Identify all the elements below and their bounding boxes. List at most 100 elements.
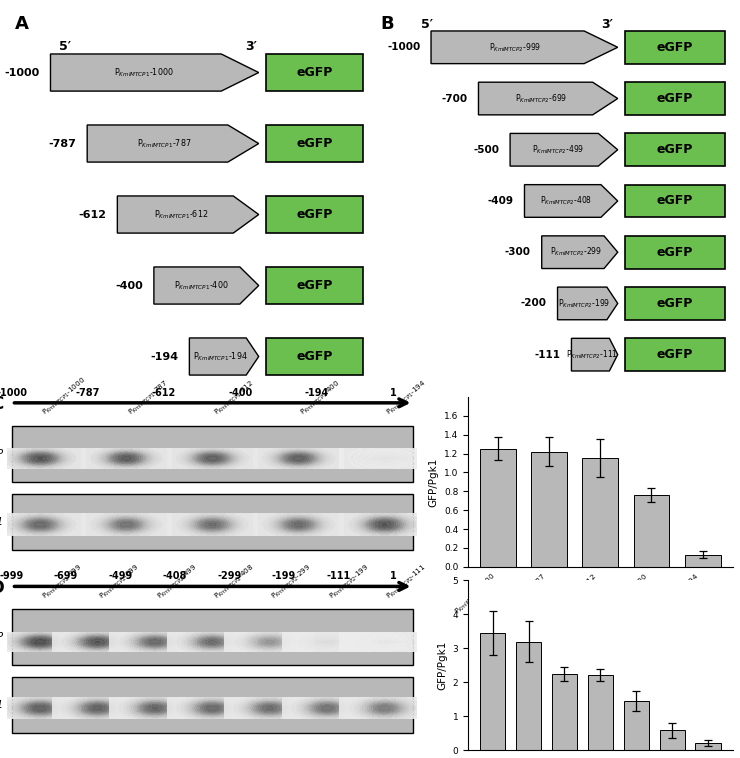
Text: 5′: 5′ (59, 40, 71, 53)
Text: α- Pgk1: α- Pgk1 (0, 700, 3, 710)
Y-axis label: GFP/Pgk1: GFP/Pgk1 (428, 457, 438, 506)
Bar (531, 452, 567, 567)
Text: C: C (0, 395, 3, 413)
Text: eGFP: eGFP (296, 66, 332, 79)
Text: -194: -194 (150, 352, 178, 362)
Text: -500: -500 (474, 145, 500, 155)
Text: eGFP: eGFP (657, 246, 693, 258)
Text: P$_{KmIMTCP1}$-194: P$_{KmIMTCP1}$-194 (385, 378, 429, 418)
Bar (552, 674, 577, 750)
Text: -111: -111 (326, 572, 351, 581)
Text: P$_{KmIMTCP2}$-111: P$_{KmIMTCP2}$-111 (566, 349, 618, 361)
Text: eGFP: eGFP (657, 143, 693, 156)
Polygon shape (525, 185, 618, 218)
Text: -200: -200 (521, 299, 547, 309)
Text: P$_{KmIMTCP1}$-787: P$_{KmIMTCP1}$-787 (137, 137, 192, 150)
FancyBboxPatch shape (625, 236, 725, 268)
Bar (633, 495, 670, 567)
FancyBboxPatch shape (625, 133, 725, 166)
Text: P$_{KmIMTCP2}$-408: P$_{KmIMTCP2}$-408 (212, 562, 257, 602)
Text: 3′: 3′ (601, 17, 613, 31)
Text: B: B (381, 15, 394, 33)
Text: -400: -400 (228, 388, 252, 398)
Y-axis label: GFP/Pgk1: GFP/Pgk1 (437, 641, 447, 690)
Text: α- Pgk1: α- Pgk1 (0, 517, 3, 527)
Text: P$_{KmIMTCP2}$-199: P$_{KmIMTCP2}$-199 (327, 562, 372, 602)
Polygon shape (189, 338, 259, 375)
Text: eGFP: eGFP (657, 297, 693, 310)
Text: eGFP: eGFP (657, 348, 693, 361)
Text: P$_{KmIMTCP2}$-499: P$_{KmIMTCP2}$-499 (532, 143, 585, 156)
Text: P$_{KmIMTCP2}$-408: P$_{KmIMTCP2}$-408 (540, 195, 593, 207)
Text: eGFP: eGFP (296, 279, 332, 292)
Text: P$_{KmIMTCP1}$-1000: P$_{KmIMTCP1}$-1000 (114, 66, 174, 79)
Text: P$_{KmIMTCP1}$-1000: P$_{KmIMTCP1}$-1000 (40, 375, 88, 418)
Polygon shape (557, 287, 618, 320)
Polygon shape (154, 267, 259, 304)
Polygon shape (479, 82, 618, 115)
Bar (516, 641, 541, 750)
Text: P$_{KmIMTCP2}$-299: P$_{KmIMTCP2}$-299 (550, 246, 602, 258)
Polygon shape (118, 196, 259, 233)
FancyBboxPatch shape (12, 678, 414, 734)
Text: P$_{KmIMTCP1}$-612: P$_{KmIMTCP1}$-612 (212, 378, 257, 418)
Bar (480, 449, 516, 567)
Polygon shape (510, 133, 618, 166)
Text: P$_{KmIMTCP2}$-199: P$_{KmIMTCP2}$-199 (559, 297, 610, 310)
FancyBboxPatch shape (625, 31, 725, 64)
FancyBboxPatch shape (625, 82, 725, 115)
Text: eGFP: eGFP (657, 41, 693, 54)
Bar (684, 555, 721, 567)
FancyBboxPatch shape (266, 267, 363, 304)
Text: -1000: -1000 (0, 388, 27, 398)
Text: -612: -612 (78, 209, 107, 220)
Text: -787: -787 (75, 388, 100, 398)
Text: eGFP: eGFP (296, 350, 332, 363)
Text: P$_{KmIMTCP2}$-699: P$_{KmIMTCP2}$-699 (515, 92, 568, 105)
Text: P$_{KmIMTCP1}$-400: P$_{KmIMTCP1}$-400 (298, 378, 343, 418)
FancyBboxPatch shape (12, 426, 414, 482)
Text: -111: -111 (535, 349, 561, 359)
FancyBboxPatch shape (625, 287, 725, 320)
Bar (696, 743, 721, 750)
Text: -787: -787 (49, 139, 76, 149)
Text: 1: 1 (389, 572, 396, 581)
Bar (480, 633, 505, 750)
Text: P$_{KmIMTCP2}$-999: P$_{KmIMTCP2}$-999 (489, 41, 541, 54)
Text: P$_{KmIMTCP1}$-787: P$_{KmIMTCP1}$-787 (127, 378, 171, 418)
Text: 5′: 5′ (422, 17, 434, 31)
Text: -1000: -1000 (4, 67, 40, 77)
Polygon shape (87, 125, 259, 162)
Text: -299: -299 (218, 572, 241, 581)
Text: -400: -400 (115, 280, 143, 290)
Text: P$_{KmIMTCP2}$-999: P$_{KmIMTCP2}$-999 (40, 562, 85, 602)
Text: -409: -409 (488, 196, 514, 206)
Text: -999: -999 (0, 572, 24, 581)
Bar (588, 675, 613, 750)
FancyBboxPatch shape (266, 196, 363, 233)
Text: P$_{KmIMTCP2}$-699: P$_{KmIMTCP2}$-699 (98, 562, 142, 602)
FancyBboxPatch shape (266, 54, 363, 91)
FancyBboxPatch shape (12, 493, 414, 550)
Text: α- GFP: α- GFP (0, 449, 3, 459)
Text: P$_{KmIMTCP2}$-111: P$_{KmIMTCP2}$-111 (385, 562, 429, 602)
FancyBboxPatch shape (266, 338, 363, 375)
Polygon shape (542, 236, 618, 268)
Text: -612: -612 (152, 388, 176, 398)
Text: P$_{KmIMTCP2}$-299: P$_{KmIMTCP2}$-299 (270, 562, 314, 602)
Text: eGFP: eGFP (657, 195, 693, 208)
FancyBboxPatch shape (266, 125, 363, 162)
Bar (624, 701, 649, 750)
Polygon shape (431, 31, 618, 64)
Text: -300: -300 (505, 247, 531, 257)
Text: -499: -499 (108, 572, 132, 581)
Text: P$_{KmIMTCP1}$-612: P$_{KmIMTCP1}$-612 (154, 208, 208, 221)
Polygon shape (50, 54, 259, 91)
FancyBboxPatch shape (12, 609, 414, 666)
Text: eGFP: eGFP (296, 137, 332, 150)
Text: -699: -699 (54, 572, 78, 581)
Text: P$_{KmIMTCP2}$-499: P$_{KmIMTCP2}$-499 (155, 562, 200, 602)
Polygon shape (571, 338, 618, 371)
Text: D: D (0, 579, 4, 597)
Bar (659, 730, 684, 750)
